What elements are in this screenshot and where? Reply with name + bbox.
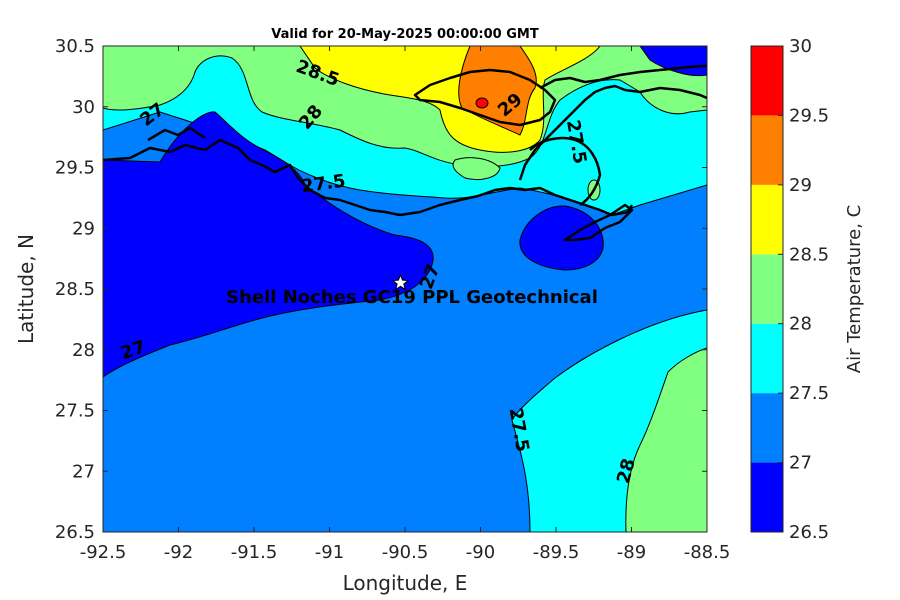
y-tick-label: 28 [72,340,95,361]
x-axis: -92.5 -92 -91.5 -91 -90.5 -90 -89.5 -89 -88.5 [80,46,731,563]
colorbar-tick-label: 26.5 [789,522,829,543]
band-28-28.5-north [103,46,707,168]
y-tick-label: 26.5 [55,522,95,543]
band-26.5-27-east [519,205,604,271]
band-29-29.5 [458,46,537,136]
x-tick-label: -92.5 [80,542,127,563]
station-label: Shell Noches GC19 PPL Geotechnical [226,287,598,308]
y-axis-label: Latitude, N [14,234,38,344]
chart-title: Valid for 20-May-2025 00:00:00 GMT [271,27,539,42]
band-26.5-27-west [103,111,434,378]
x-tick-label: -91.5 [231,542,278,563]
station-star-icon [391,273,410,291]
colorbar-swatch [751,462,783,532]
x-tick-label: -91 [315,542,344,563]
y-tick-label: 29.5 [55,158,95,179]
colorbar-swatch [751,46,783,116]
colorbar-tick-label: 29.5 [789,105,829,126]
colorbar-tick-label: 27.5 [789,383,829,404]
colorbar-frame [750,45,784,533]
contour-fill-layer [103,46,707,532]
x-axis-label: Longitude, E [343,571,468,595]
colorbar-swatch [751,115,783,185]
band-29.5-30 [475,97,489,109]
x-tick-label: -90 [466,542,495,563]
colorbar-tick-label: 30 [789,36,812,57]
colorbar-tick-label: 27 [789,453,812,474]
y-tick-label: 28.5 [55,279,95,300]
colorbar-tick-label: 29 [789,175,812,196]
y-tick-label: 30.5 [55,36,95,57]
x-tick-label: -92 [164,542,193,563]
band-28-28.5-delta [452,157,501,181]
x-tick-label: -88.5 [684,542,731,563]
y-tick-label: 27.5 [55,401,95,422]
band-28-28.5-southeast [625,347,707,532]
colorbar-label: Air Temperature, C [844,205,865,373]
colorbar-tick-label: 28.5 [789,244,829,265]
y-tick-label: 27 [72,461,95,482]
colorbar-swatch [751,393,783,463]
x-tick-label: -89 [617,542,646,563]
x-tick-label: -90.5 [382,542,429,563]
colorbar-swatch [751,323,783,394]
y-tick-label: 29 [72,218,95,239]
colorbar: 26.5 27 27.5 28 28.5 29 29.5 30 [751,36,829,543]
x-tick-label: -89.5 [533,542,580,563]
colorbar-swatch [751,254,783,324]
colorbar-tick-label: 28 [789,314,812,335]
colorbar-swatch [751,184,783,255]
y-axis: 26.5 27 27.5 28 28.5 29 29.5 30 30.5 [55,36,707,543]
coastline [103,64,707,242]
y-tick-label: 30 [72,97,95,118]
